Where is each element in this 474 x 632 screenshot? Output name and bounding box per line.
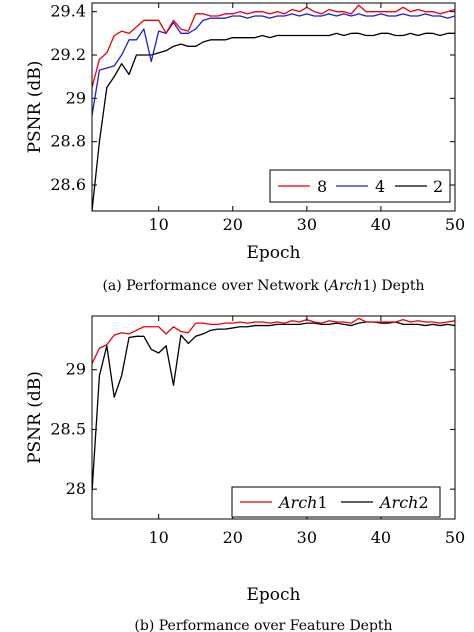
legend-label-arch1: Arch1 [277, 493, 328, 512]
x-axis-label: Epoch [247, 243, 301, 263]
series-line-arch2 [92, 321, 455, 492]
series-group [92, 317, 455, 492]
x-tick-label: 50 [445, 215, 465, 234]
x-tick-label: 40 [371, 528, 391, 547]
y-tick-label: 28.6 [50, 175, 86, 194]
x-tick-label: 10 [148, 528, 168, 547]
figure-caption: (b) Performance over Feature Depth [134, 618, 392, 632]
legend-label-4: 4 [375, 177, 385, 196]
chart-a: 10 20 30 40 50 28.6 28.8 29 29.2 29.4 Epoch PSNR (d… [25, 2, 465, 294]
y-tick-label: 28.5 [50, 419, 86, 438]
series-group [92, 4, 455, 211]
figure-caption: (a) Performance over Network (Arch1) Dep… [102, 278, 424, 294]
series-line-4 [92, 13, 455, 116]
legend-label-2: 2 [433, 177, 443, 196]
caption-rest: ) Depth [372, 278, 425, 294]
x-tick-label: 30 [297, 528, 317, 547]
x-tick-label: 10 [148, 215, 168, 234]
x-axis-label: Epoch [247, 585, 301, 605]
legend: 8 4 2 [269, 169, 451, 203]
y-tick-label: 29.4 [50, 2, 86, 21]
y-tick-label: 29.2 [50, 45, 86, 64]
legend-label-number: 1 [317, 493, 327, 512]
y-axis-label: PSNR (dB) [25, 371, 45, 464]
legend-label-italic: Arch [378, 493, 418, 512]
legend: Arch1 Arch2 [231, 486, 441, 518]
x-tick-label: 40 [371, 215, 391, 234]
x-tick-label: 20 [223, 528, 243, 547]
legend-label-number: 2 [418, 493, 428, 512]
plot-frame [91, 315, 456, 520]
y-tick-label: 29 [66, 88, 86, 107]
caption-number: 1 [363, 278, 372, 294]
caption-prefix: (a) Performance over Network ( [102, 278, 328, 294]
x-tick-label: 20 [223, 215, 243, 234]
x-tick-label: 30 [297, 215, 317, 234]
plot-frame [91, 2, 456, 212]
x-tick-label: 50 [445, 528, 465, 547]
y-axis-label: PSNR (dB) [25, 61, 45, 154]
legend-label-arch2: Arch2 [378, 493, 429, 512]
y-tick-label: 28 [66, 479, 86, 498]
legend-label-8: 8 [317, 177, 327, 196]
y-tick-label: 28.8 [50, 132, 86, 151]
legend-label-italic: Arch [277, 493, 317, 512]
caption-italic: Arch [327, 278, 363, 294]
series-line-8 [92, 4, 455, 88]
y-tick-label: 29 [66, 360, 86, 379]
series-line-arch1 [92, 317, 455, 365]
